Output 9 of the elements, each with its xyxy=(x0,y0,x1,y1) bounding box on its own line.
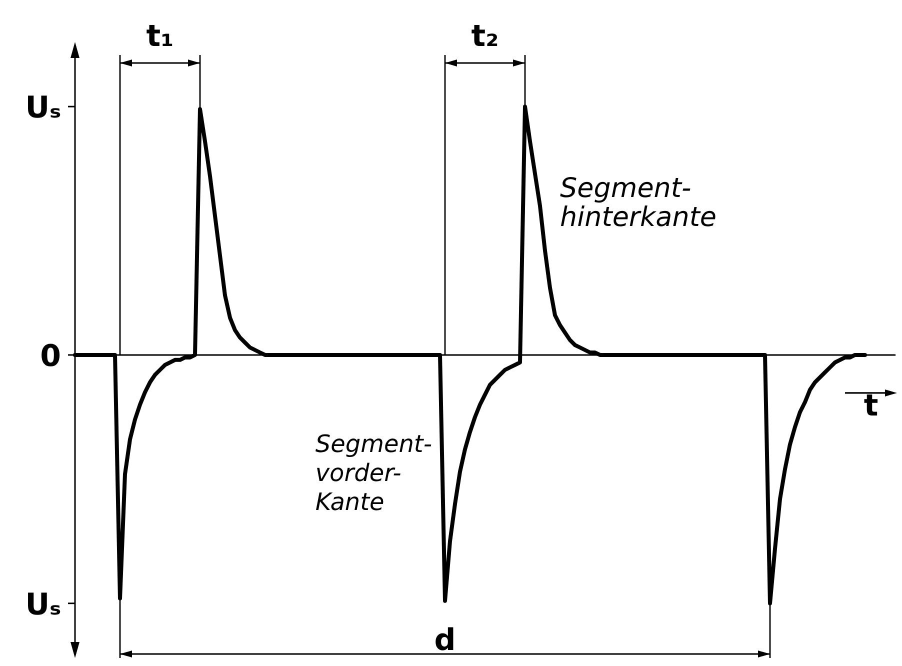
annotation: Segment- hinterkante xyxy=(560,172,717,233)
text: t₁ xyxy=(146,19,174,54)
text: Uₛ xyxy=(25,90,61,126)
text: 0 xyxy=(40,338,61,374)
text: Uₛ xyxy=(25,587,61,622)
x-axis-title: t xyxy=(864,388,878,424)
annotation: Segment- vorder- Kante xyxy=(315,430,432,516)
text: t₂ xyxy=(471,19,499,54)
text: d xyxy=(434,623,456,658)
